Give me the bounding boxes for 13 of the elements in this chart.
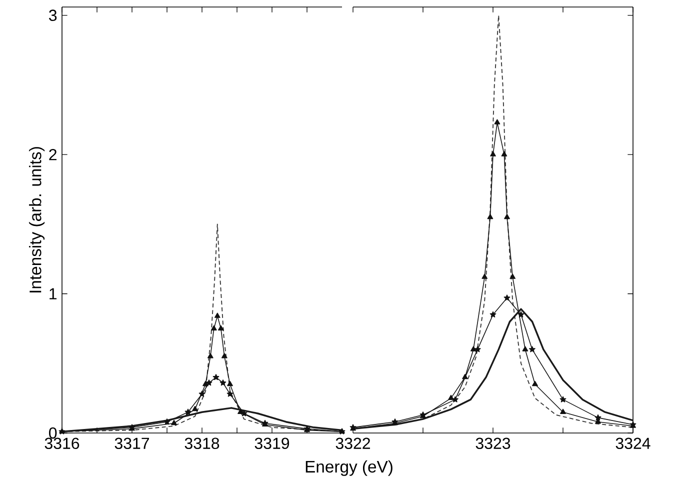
x-tick-label: 3316 [44, 438, 80, 450]
y-tick-label: 1 [50, 288, 57, 300]
y-tick-label: 2 [49, 148, 56, 160]
x-tick-label: 3319 [254, 438, 290, 450]
y-tick-label: 3 [49, 10, 57, 21]
x-tick-label: 3318 [184, 438, 220, 450]
y-tick-label: 0 [49, 427, 57, 439]
x-tick-label: 3322 [336, 438, 370, 450]
x-tick-label: 3323 [476, 438, 510, 450]
x-tick-label: 3324 [616, 438, 650, 450]
x-axis-title: Energy (eV) [306, 460, 392, 476]
x-tick-label: 3317 [114, 438, 149, 450]
y-axis-title: Intensity (arb. units) [29, 147, 45, 292]
